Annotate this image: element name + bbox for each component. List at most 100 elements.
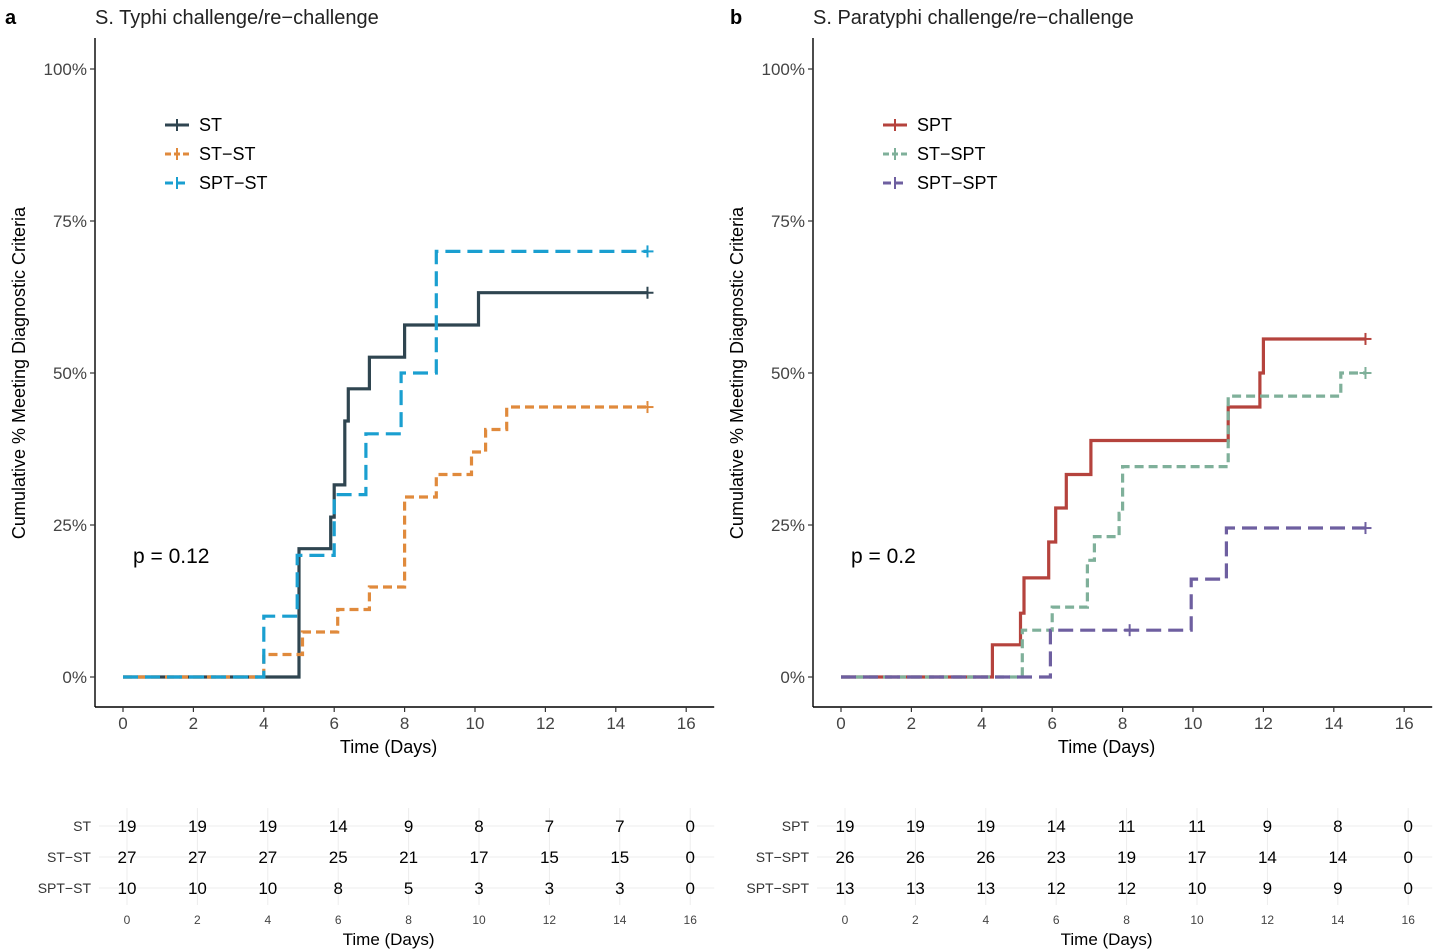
legend-label: ST−SPT: [917, 144, 986, 164]
risk-x-tick-label: 16: [684, 913, 698, 927]
risk-x-tick-label: 14: [613, 913, 627, 927]
risk-value: 0: [1403, 848, 1412, 867]
x-tick-label: 6: [329, 714, 338, 733]
x-tick-label: 2: [907, 714, 916, 733]
series-line-0: [841, 337, 1366, 679]
risk-x-tick-label: 10: [472, 913, 486, 927]
y-axis-title: Cumulative % Meeting Diagnostic Criteria: [9, 206, 29, 539]
x-tick-label: 2: [189, 714, 198, 733]
risk-value: 14: [1258, 848, 1277, 867]
risk-x-tick-label: 0: [124, 913, 131, 927]
risk-value: 14: [329, 817, 348, 836]
risk-value: 0: [1403, 879, 1412, 898]
risk-value: 19: [118, 817, 137, 836]
legend-label: SPT: [917, 115, 952, 135]
legend-label: SPT−ST: [199, 173, 268, 193]
y-tick-label: 100%: [44, 60, 87, 79]
risk-value: 10: [188, 879, 207, 898]
risk-value: 14: [1047, 817, 1066, 836]
x-tick-label: 14: [1324, 714, 1343, 733]
risk-value: 0: [1403, 817, 1412, 836]
series-line-1: [123, 405, 648, 679]
y-tick-label: 25%: [771, 516, 805, 535]
risk-row-label: ST: [73, 818, 91, 834]
risk-value: 9: [404, 817, 413, 836]
risk-value: 19: [258, 817, 277, 836]
risk-value: 19: [976, 817, 995, 836]
risk-x-axis-title: Time (Days): [343, 930, 435, 949]
panel-a: a S. Typhi challenge/re−challenge 0% 25% 50%…: [5, 7, 715, 949]
y-tick-label: 75%: [53, 212, 87, 231]
risk-value: 5: [404, 879, 413, 898]
risk-value: 3: [545, 879, 554, 898]
x-axis-title: Time (Days): [340, 737, 437, 757]
legend-label: ST−ST: [199, 144, 256, 164]
x-tick-label: 12: [536, 714, 555, 733]
risk-x-tick-label: 12: [1261, 913, 1275, 927]
risk-value: 26: [836, 848, 855, 867]
risk-value: 19: [188, 817, 207, 836]
risk-row-label: SPT: [782, 818, 810, 834]
series-line-2: [841, 526, 1366, 679]
x-tick-label: 0: [118, 714, 127, 733]
risk-value: 8: [1333, 817, 1342, 836]
risk-value: 10: [118, 879, 137, 898]
risk-value: 27: [118, 848, 137, 867]
risk-value: 9: [1263, 879, 1272, 898]
risk-value: 10: [258, 879, 277, 898]
risk-value: 27: [188, 848, 207, 867]
x-tick-label: 0: [836, 714, 845, 733]
legend-label: SPT−SPT: [917, 173, 998, 193]
x-tick-label: 4: [259, 714, 268, 733]
risk-value: 19: [906, 817, 925, 836]
y-axis-title: Cumulative % Meeting Diagnostic Criteria: [727, 206, 747, 539]
risk-value: 9: [1333, 879, 1342, 898]
risk-x-tick-label: 16: [1402, 913, 1416, 927]
panel-label: b: [730, 7, 742, 29]
y-tick-label: 75%: [771, 212, 805, 231]
risk-value: 26: [976, 848, 995, 867]
y-tick-label: 100%: [762, 60, 805, 79]
risk-value: 19: [1117, 848, 1136, 867]
series-line-0: [123, 291, 648, 679]
risk-value: 13: [906, 879, 925, 898]
risk-x-tick-label: 4: [264, 913, 271, 927]
panel-label: a: [5, 7, 17, 29]
risk-x-tick-label: 8: [1123, 913, 1130, 927]
risk-row-label: ST−SPT: [756, 849, 810, 865]
x-tick-label: 4: [977, 714, 986, 733]
chart-title: S. Typhi challenge/re−challenge: [95, 7, 379, 29]
risk-value: 23: [1047, 848, 1066, 867]
x-tick-label: 10: [1184, 714, 1203, 733]
risk-value: 13: [836, 879, 855, 898]
risk-value: 9: [1263, 817, 1272, 836]
series-line-1: [841, 371, 1366, 679]
risk-x-tick-label: 4: [982, 913, 989, 927]
risk-row-label: SPT−ST: [38, 880, 92, 896]
risk-value: 0: [685, 848, 694, 867]
x-tick-label: 16: [677, 714, 696, 733]
risk-row-label: SPT−SPT: [746, 880, 809, 896]
risk-value: 8: [474, 817, 483, 836]
risk-value: 7: [615, 817, 624, 836]
risk-value: 17: [1188, 848, 1207, 867]
risk-x-tick-label: 10: [1190, 913, 1204, 927]
risk-x-tick-label: 2: [194, 913, 201, 927]
p-value-annotation: p = 0.12: [133, 545, 209, 568]
x-tick-label: 8: [1118, 714, 1127, 733]
risk-value: 15: [610, 848, 629, 867]
risk-value: 11: [1118, 817, 1136, 836]
risk-value: 3: [615, 879, 624, 898]
risk-value: 17: [470, 848, 489, 867]
risk-value: 26: [906, 848, 925, 867]
x-tick-label: 6: [1047, 714, 1056, 733]
risk-value: 15: [540, 848, 559, 867]
risk-value: 25: [329, 848, 348, 867]
risk-x-tick-label: 0: [842, 913, 849, 927]
risk-value: 11: [1188, 817, 1206, 836]
risk-value: 12: [1047, 879, 1066, 898]
risk-value: 13: [976, 879, 995, 898]
risk-value: 7: [545, 817, 554, 836]
risk-x-tick-label: 8: [405, 913, 412, 927]
y-tick-label: 50%: [771, 364, 805, 383]
